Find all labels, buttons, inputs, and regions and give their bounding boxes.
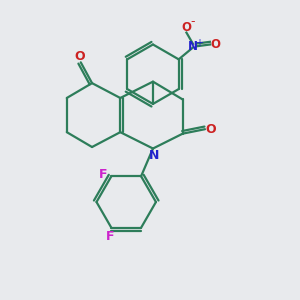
Text: O: O xyxy=(182,21,191,34)
Text: O: O xyxy=(211,38,220,51)
Text: N: N xyxy=(149,148,160,162)
Text: -: - xyxy=(191,15,195,28)
Text: +: + xyxy=(195,38,203,48)
Text: O: O xyxy=(74,50,85,63)
Text: F: F xyxy=(99,168,107,181)
Text: O: O xyxy=(205,123,216,136)
Text: N: N xyxy=(188,40,198,53)
Text: F: F xyxy=(106,230,114,243)
